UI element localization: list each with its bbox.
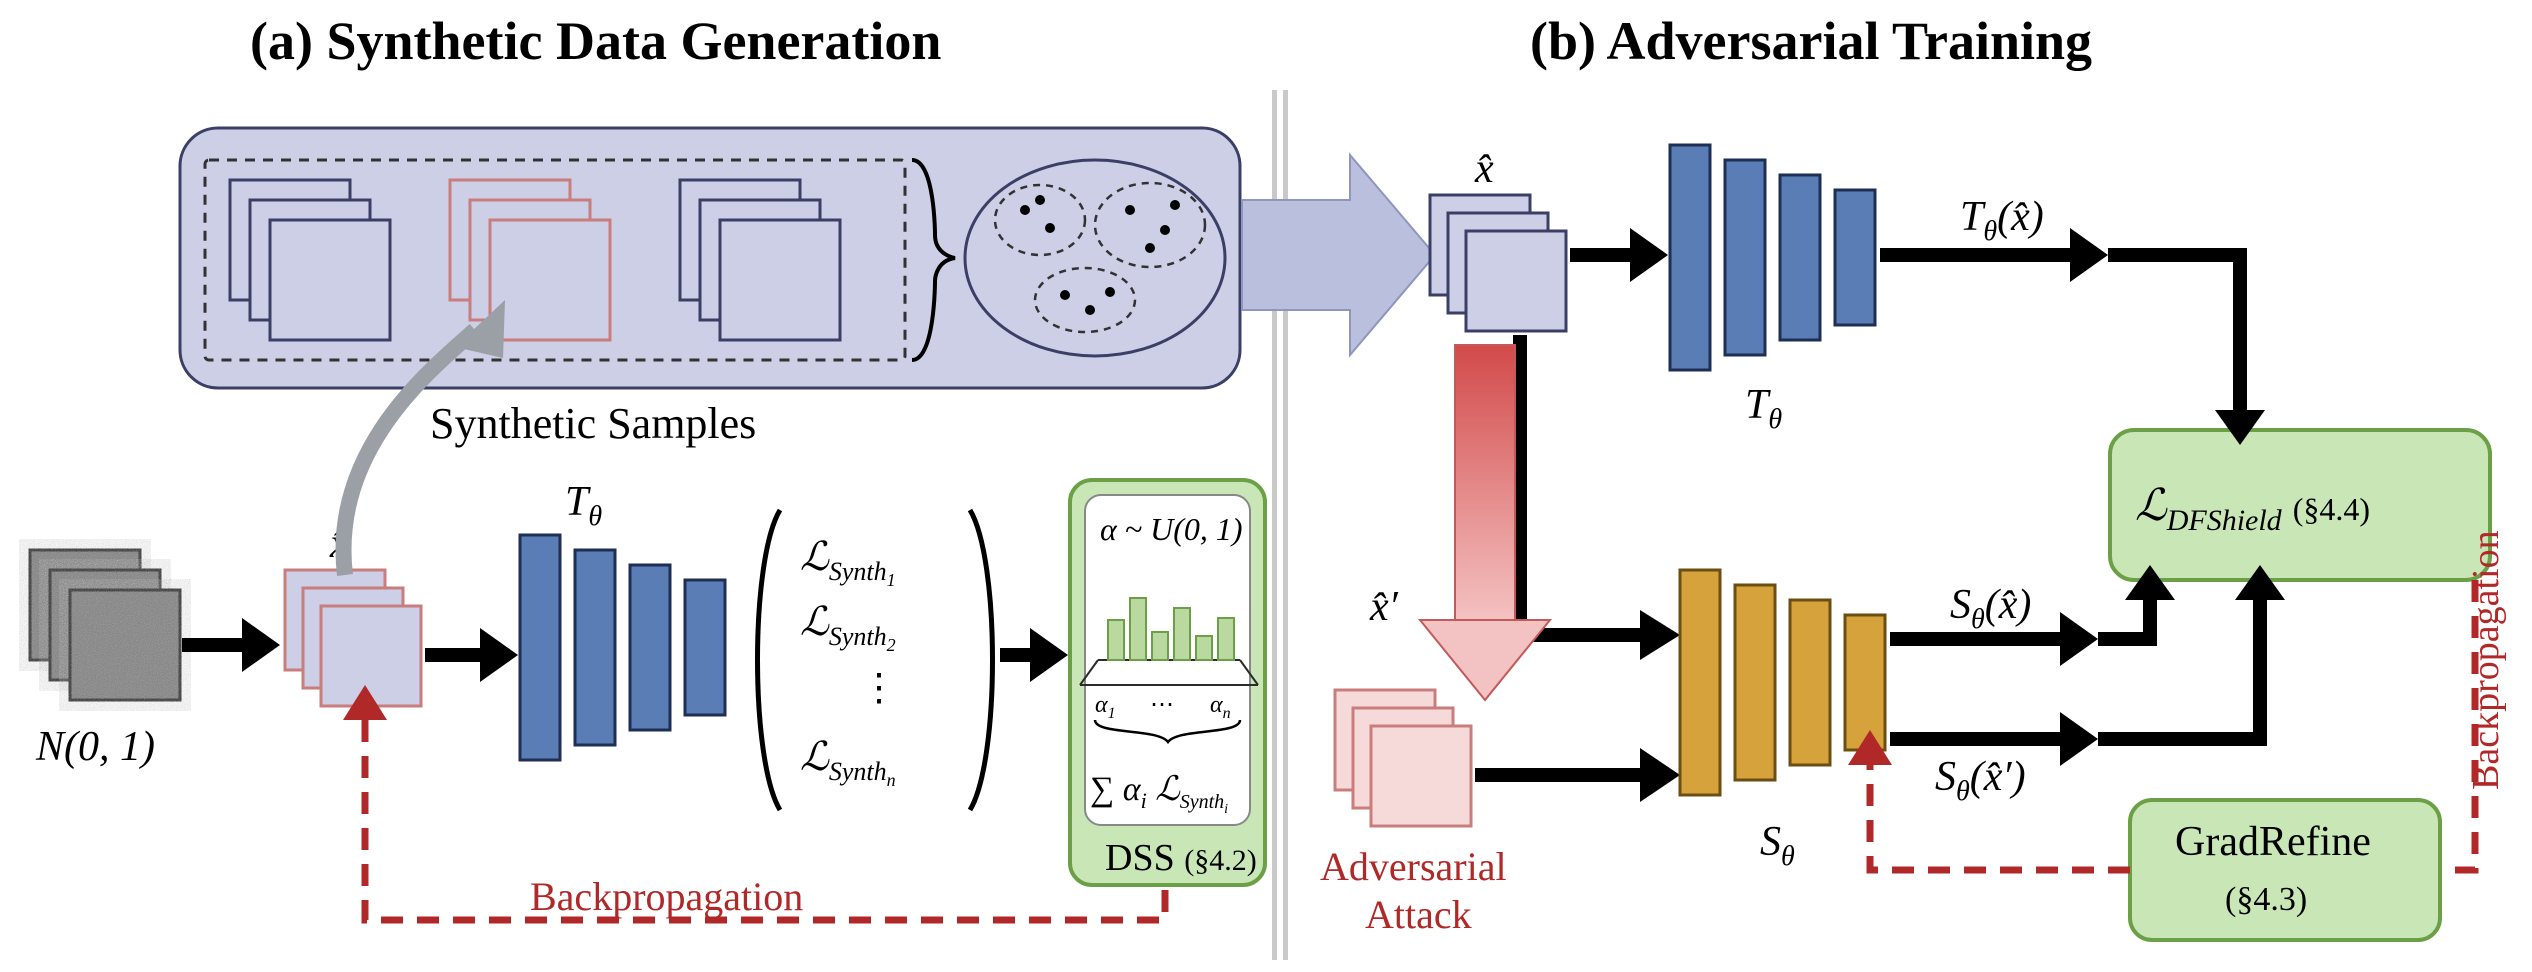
loss-synthn: ℒSynthn <box>800 734 896 790</box>
alpha-dots-label: ⋯ <box>1150 692 1174 718</box>
gradrefine-sec: (§4.3) <box>2225 881 2307 918</box>
adv-attack-arrow <box>1420 345 1550 700</box>
pool-stack-1 <box>230 180 390 340</box>
arrow-loss-to-dss <box>1000 628 1068 682</box>
diagram-canvas: Synthetic Samples N(0, 1) x̂ Tθ ℒSyn <box>0 0 2532 972</box>
pool-stack-highlight <box>450 180 610 340</box>
loss-synth2: ℒSynth2 <box>800 599 896 655</box>
arrow-xhat-to-S-head <box>1640 610 1680 660</box>
paren-right <box>970 510 993 810</box>
backprop-label-a: Backpropagation <box>530 874 803 919</box>
student-net-label: Sθ <box>1760 819 1795 872</box>
arrow-Sxp-to-box <box>2098 595 2260 739</box>
teacher-net-b <box>1670 145 1875 370</box>
xhat-prime-stack <box>1335 690 1471 826</box>
arrow-T-to-box <box>2108 255 2240 415</box>
arrow-noise-to-xhat <box>182 618 280 672</box>
teacher-net-a <box>520 535 725 760</box>
adv-attack-label1: Adversarial <box>1320 844 1507 889</box>
arrow-xhat-to-net <box>425 628 518 682</box>
synthetic-samples-label: Synthetic Samples <box>430 399 756 448</box>
xhat-stack-b <box>1430 195 1566 331</box>
noise-stack <box>30 550 180 700</box>
S-xhat-label: Sθ(x̂) <box>1950 582 2031 635</box>
T-xhat-label: Tθ(x̂) <box>1960 194 2044 247</box>
alpha-dist-label: α ~ U(0, 1) <box>1100 511 1243 547</box>
paren-left <box>758 510 781 810</box>
big-arrow-to-b <box>1242 155 1435 355</box>
xhat-label-b: x̂ <box>1474 146 1494 192</box>
teacher-net-b-label: Tθ <box>1745 382 1782 435</box>
arrow-Sx-to-box <box>2098 595 2150 639</box>
pool-stack-3 <box>680 180 840 340</box>
noise-label: N(0, 1) <box>35 724 155 770</box>
xhat-prime-label: x̂′ <box>1369 584 1399 630</box>
arrow-xhatp-to-S <box>1475 748 1680 802</box>
teacher-net-a-label: Tθ <box>565 479 602 532</box>
S-xhatp-label: Sθ(x̂′) <box>1935 754 2026 807</box>
gradrefine-label: GradRefine <box>2175 819 2371 865</box>
xhat-stack-a <box>285 570 421 706</box>
adv-attack-label2: Attack <box>1365 892 1472 937</box>
arrow-xhat-to-S-line <box>1520 335 1640 635</box>
loss-dots: ⋮ <box>860 667 898 709</box>
backprop-label-b: Backpropagation <box>2465 530 2507 790</box>
loss-synth1: ℒSynth1 <box>800 534 896 590</box>
dss-label: DSS (§4.2) <box>1105 837 1257 879</box>
arrow-xhat-to-T <box>1570 228 1668 282</box>
